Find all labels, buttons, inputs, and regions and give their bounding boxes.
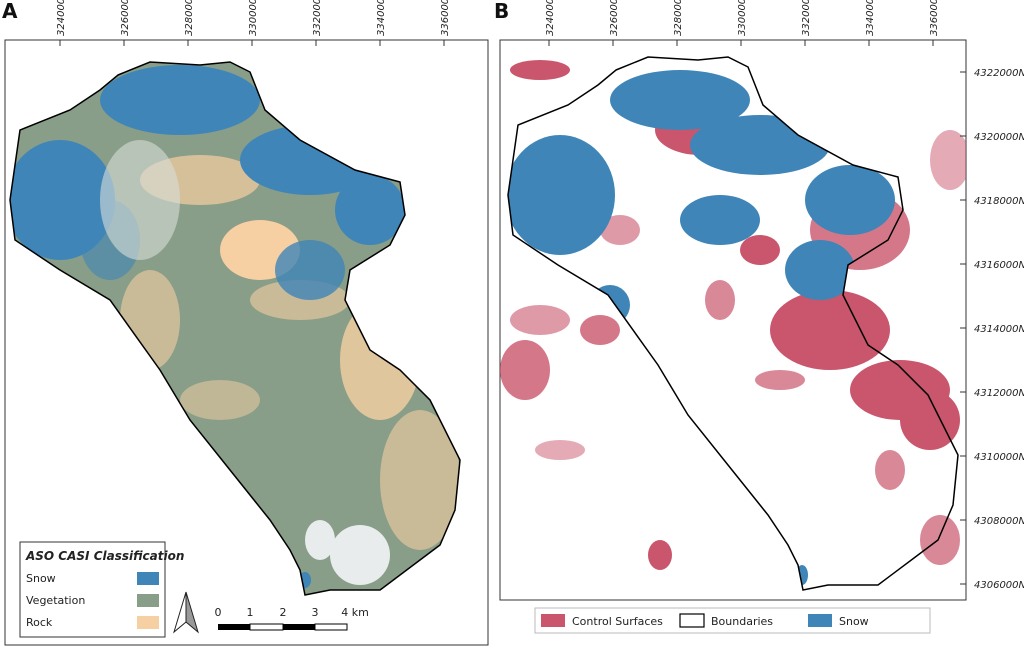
northing-label: 4306000N [974,580,1024,591]
scale-label: 2 [280,606,287,619]
legend-label: Snow [26,572,56,585]
easting-label: 336000E [440,0,451,36]
northing-label: 4322000N [974,68,1024,79]
legend-swatch [541,614,565,627]
legend-box [534,607,931,634]
northing-label: 4320000N [974,132,1024,143]
northing-label: 4308000N [974,516,1024,527]
easting-label: 324000E [545,0,556,36]
easting-label: 336000E [929,0,940,36]
easting-label: 330000E [737,0,748,36]
legend-title: ASO CASI Classification [25,549,184,563]
legend-swatch [679,613,705,628]
northing-label: 4314000N [974,324,1024,335]
easting-label: 324000E [56,0,67,36]
scale-label: 4 km [341,606,369,619]
easting-label: 326000E [609,0,620,36]
panel-label: B [494,0,509,23]
easting-label: 332000E [312,0,323,36]
panel-label: A [2,0,18,23]
easting-label: 330000E [248,0,259,36]
legend-swatch [137,616,159,629]
legend-swatch [137,594,159,607]
legend-swatch [808,614,832,627]
scale-label: 3 [312,606,319,619]
scale-label: 0 [215,606,222,619]
northing-label: 4310000N [974,452,1024,463]
scale-label: 1 [247,606,254,619]
scale-bar [218,623,348,631]
north-arrow [173,591,199,634]
legend-label: Vegetation [26,594,85,607]
easting-label: 326000E [120,0,131,36]
easting-label: 328000E [673,0,684,36]
easting-label: 332000E [801,0,812,36]
basin-boundary [507,56,959,591]
easting-label: 328000E [184,0,195,36]
legend-swatch [137,572,159,585]
easting-label: 334000E [376,0,387,36]
northing-label: 4318000N [974,196,1024,207]
northing-label: 4312000N [974,388,1024,399]
northing-label: 4316000N [974,260,1024,271]
easting-label: 334000E [865,0,876,36]
legend-label: Control Surfaces [572,615,663,628]
legend-label: Rock [26,616,53,629]
legend-label: Boundaries [711,615,773,628]
legend-label: Snow [839,615,869,628]
